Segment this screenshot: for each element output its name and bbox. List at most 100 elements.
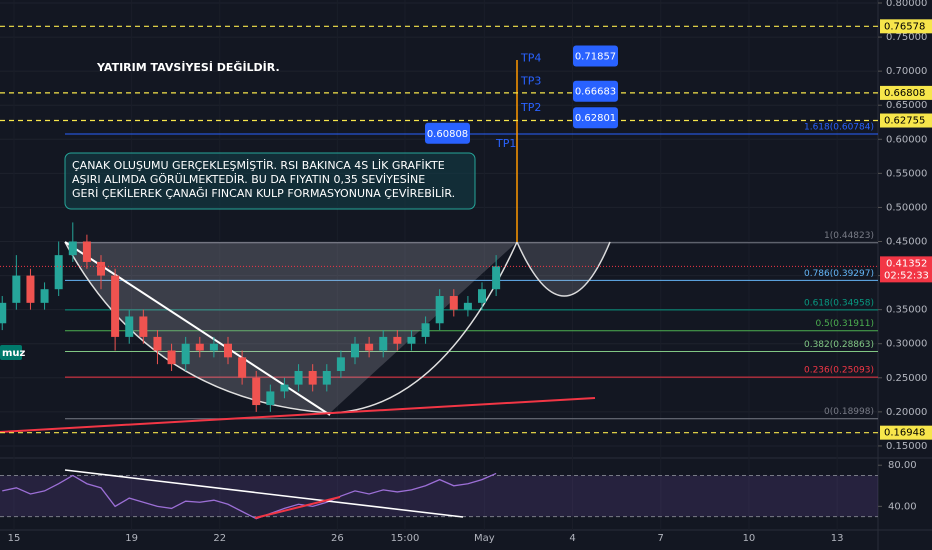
target-box bbox=[425, 122, 470, 144]
target-value: 0.62801 bbox=[575, 113, 616, 124]
rsi-pane bbox=[0, 458, 878, 530]
target-box bbox=[573, 107, 618, 129]
candle-body bbox=[435, 296, 444, 324]
candle-body bbox=[365, 343, 374, 351]
y-tick-label: 0.30000 bbox=[886, 339, 927, 350]
candle-body bbox=[407, 336, 416, 344]
candle-body bbox=[153, 336, 162, 351]
comment-box bbox=[64, 152, 476, 210]
candle-body bbox=[12, 275, 21, 303]
rsi-band bbox=[0, 475, 878, 517]
target-name: TP3 bbox=[520, 75, 541, 88]
target-name: TP2 bbox=[520, 101, 541, 114]
candle-body bbox=[252, 377, 261, 406]
price-label-box bbox=[880, 425, 932, 440]
fib-label: 1.618(0.60784) bbox=[804, 122, 874, 132]
disclaimer: YATIRIM TAVSİYESİ DEĞİLDİR. bbox=[96, 60, 280, 74]
candle-body bbox=[97, 261, 106, 276]
candle-body bbox=[26, 275, 35, 303]
candle-body bbox=[421, 323, 430, 337]
target-value: 0.66683 bbox=[575, 87, 616, 98]
price-label: 0.66808 bbox=[884, 88, 925, 99]
price-label-box bbox=[880, 19, 932, 34]
candle-body bbox=[125, 316, 134, 337]
candle-body bbox=[111, 275, 120, 337]
target-value: 0.71857 bbox=[575, 51, 616, 62]
price-label: 0.76578 bbox=[884, 21, 925, 32]
candle-body bbox=[167, 350, 176, 365]
price-label: 0.16948 bbox=[884, 428, 925, 439]
candle-body bbox=[492, 266, 501, 290]
fib-label: 0.786(0.39297) bbox=[804, 269, 874, 279]
x-tick-label: 19 bbox=[125, 533, 138, 544]
candle-body bbox=[449, 296, 458, 310]
handle-curve bbox=[516, 241, 611, 297]
y-tick-label: 80.00 bbox=[888, 460, 917, 471]
candle-body bbox=[0, 302, 7, 324]
y-tick-label: 0.50000 bbox=[886, 202, 927, 213]
current-price-box bbox=[880, 256, 932, 283]
candle-body bbox=[209, 343, 218, 351]
candle-body bbox=[351, 343, 360, 358]
candle-body bbox=[82, 241, 91, 262]
comment-line: ÇANAK OLUŞUMU GERÇEKLEŞMİŞTİR. RSI BAKIN… bbox=[72, 159, 445, 172]
drawings bbox=[0, 60, 611, 519]
y-tick-label: 0.25000 bbox=[886, 373, 927, 384]
x-tick-label: 10 bbox=[743, 533, 756, 544]
y-tick-label: 0.80000 bbox=[886, 0, 927, 9]
candle-body bbox=[393, 336, 402, 344]
candle-body bbox=[224, 343, 233, 358]
target-name: TP1 bbox=[495, 137, 516, 150]
price-label-box bbox=[880, 85, 932, 100]
watermark-box bbox=[0, 345, 22, 360]
y-tick-label: 0.65000 bbox=[886, 100, 927, 111]
y-tick-label: 40.00 bbox=[888, 501, 917, 512]
candle-body bbox=[294, 370, 303, 385]
candle-body bbox=[478, 289, 487, 303]
y-tick-label: 0.45000 bbox=[886, 237, 927, 248]
candle-body bbox=[68, 241, 77, 256]
comment-line: GERİ ÇEKİLEREK ÇANAĞI FINCAN KULP FORMAS… bbox=[72, 187, 455, 200]
y-tick-label: 0.70000 bbox=[886, 66, 927, 77]
target-value: 0.60808 bbox=[427, 129, 468, 140]
candle-body bbox=[379, 336, 388, 351]
fib-label: 0.236(0.25093) bbox=[804, 366, 874, 376]
y-tick-label: 0.75000 bbox=[886, 32, 927, 43]
y-tick-label: 0.60000 bbox=[886, 134, 927, 145]
candle-body bbox=[40, 289, 49, 303]
comment-line: AŞIRI ALIMDA GÖRÜLMEKTEDİR. BU DA FIYATI… bbox=[72, 173, 425, 186]
fib-label: 0(0.18998) bbox=[824, 407, 874, 417]
target-box bbox=[573, 80, 618, 102]
support-line bbox=[0, 397, 596, 433]
x-tick-label: 15 bbox=[8, 533, 21, 544]
watermark: muz bbox=[2, 348, 26, 359]
target-name: TP4 bbox=[520, 51, 541, 64]
x-tick-label: 22 bbox=[213, 533, 226, 544]
fib-label: 1(0.44823) bbox=[824, 231, 874, 241]
y-tick-label: 0.35000 bbox=[886, 305, 927, 316]
candle-body bbox=[266, 391, 275, 406]
rsi-support-line bbox=[254, 496, 341, 519]
x-tick-label: 26 bbox=[331, 533, 344, 544]
candle-body bbox=[181, 343, 190, 365]
handle-area bbox=[517, 242, 610, 296]
x-tick-label: 4 bbox=[569, 533, 575, 544]
cup-area bbox=[65, 242, 517, 413]
x-tick-label: 13 bbox=[831, 533, 844, 544]
y-tick-label: 0.20000 bbox=[886, 407, 927, 418]
target-box bbox=[573, 45, 618, 67]
fib-label: 0.382(0.28863) bbox=[804, 340, 874, 350]
price-label: 0.62755 bbox=[884, 116, 925, 127]
x-tick-label: 15:00 bbox=[391, 533, 420, 544]
countdown: 02:52:33 bbox=[884, 270, 929, 281]
rsi-line bbox=[2, 472, 497, 520]
candle-body bbox=[336, 357, 345, 371]
candle-body bbox=[54, 255, 63, 290]
x-tick-label: 7 bbox=[658, 533, 664, 544]
candle-body bbox=[195, 343, 204, 351]
candle-body bbox=[308, 370, 317, 385]
candle-body bbox=[280, 384, 289, 392]
rsi-trend-line bbox=[64, 469, 464, 518]
price-label-box bbox=[880, 113, 932, 128]
